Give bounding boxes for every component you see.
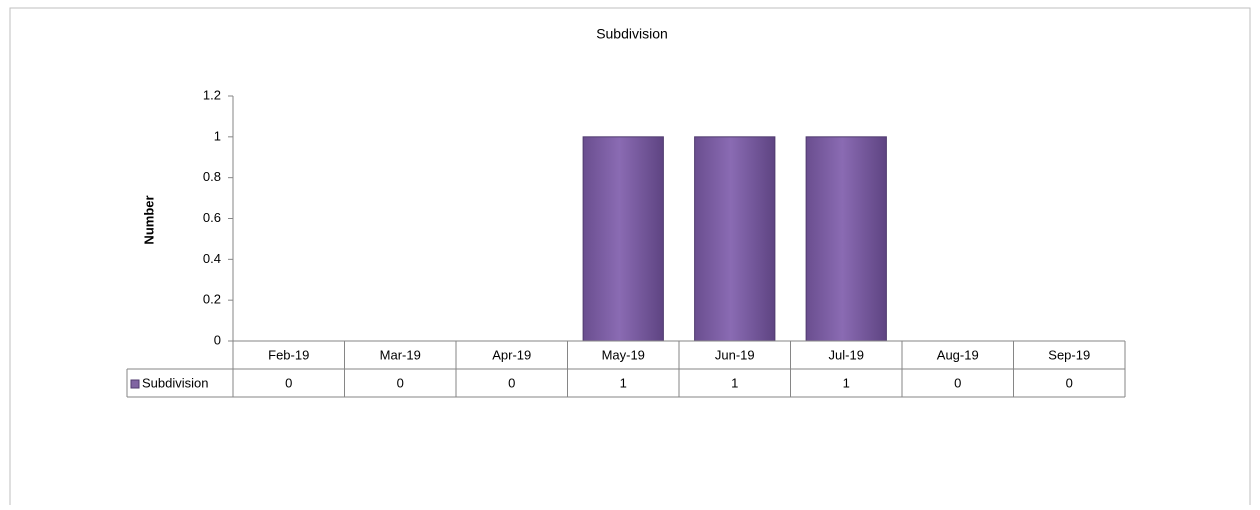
table-value: 0 (397, 375, 404, 390)
table-value: 1 (620, 375, 627, 390)
x-tick-label: Jun-19 (715, 347, 755, 362)
y-tick-label: 0.6 (203, 210, 221, 225)
chart-title: Subdivision (596, 26, 668, 42)
table-value: 1 (843, 375, 850, 390)
x-tick-label: Mar-19 (380, 347, 421, 362)
bar (805, 136, 887, 342)
x-tick-label: Aug-19 (937, 347, 979, 362)
table-value: 0 (1066, 375, 1073, 390)
table-value: 1 (731, 375, 738, 390)
y-tick-label: 0.4 (203, 251, 221, 266)
table-value: 0 (508, 375, 515, 390)
legend-swatch (130, 379, 140, 389)
x-tick-label: Jul-19 (829, 347, 864, 362)
bar (694, 136, 776, 342)
y-tick-label: 0.8 (203, 169, 221, 184)
bar (582, 136, 664, 342)
table-value: 0 (285, 375, 292, 390)
y-tick-label: 0 (214, 332, 221, 347)
x-tick-label: May-19 (602, 347, 645, 362)
legend-label: Subdivision (142, 375, 209, 390)
x-tick-label: Apr-19 (492, 347, 531, 362)
y-axis-title: Number (141, 195, 156, 244)
y-tick-label: 0.2 (203, 292, 221, 307)
y-tick-label: 1.2 (203, 87, 221, 102)
y-tick-label: 1 (214, 128, 221, 143)
table-value: 0 (954, 375, 961, 390)
x-tick-label: Feb-19 (268, 347, 309, 362)
x-tick-label: Sep-19 (1048, 347, 1090, 362)
